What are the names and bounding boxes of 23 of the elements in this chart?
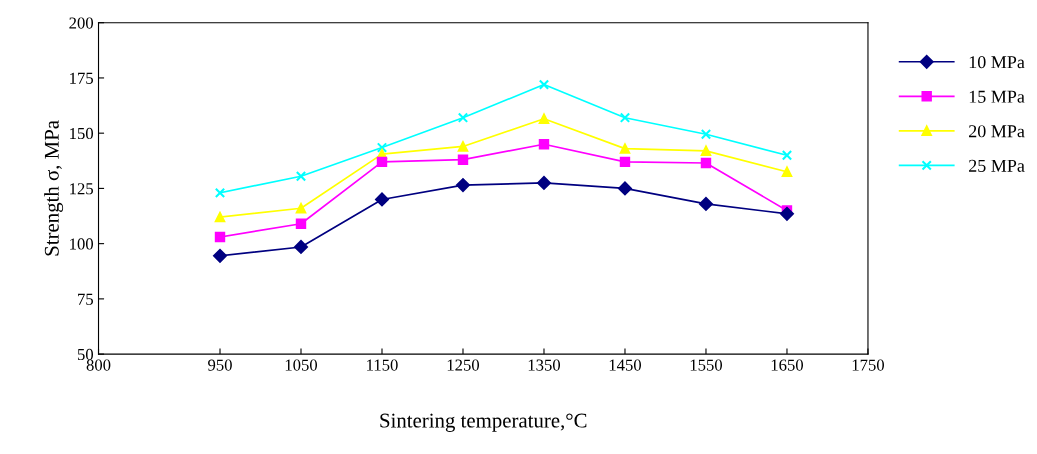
legend-label: 20 MPa: [969, 125, 1025, 138]
y-axis-title: Strength σ, MPa: [44, 120, 64, 256]
y-tick-label: 200: [69, 17, 94, 29]
legend-label: 10 MPa: [969, 56, 1025, 69]
y-tick-label: 150: [70, 127, 94, 140]
y-tick-label: 125: [70, 183, 93, 195]
y-tick-label: 175: [70, 72, 93, 84]
x-tick-label: 950: [208, 359, 232, 371]
x-tick-label: 1350: [528, 359, 561, 371]
x-tick-label: 1450: [609, 359, 642, 371]
x-tick-label: 1750: [852, 359, 884, 371]
x-tick-label: 800: [86, 359, 111, 371]
legend-label: 15 MPa: [969, 90, 1025, 103]
x-tick-label: 1050: [285, 359, 318, 371]
y-tick-label: 100: [70, 238, 94, 250]
y-tick-label: 50: [77, 348, 94, 361]
x-tick-label: 1250: [447, 359, 480, 371]
x-tick-label: 1150: [367, 359, 398, 371]
x-tick-label: 1650: [771, 359, 804, 371]
x-axis-title: Sintering temperature,°C: [380, 413, 587, 432]
y-tick-label: 75: [78, 293, 93, 305]
x-tick-label: 1550: [690, 359, 723, 371]
legend-label: 25 MPa: [969, 159, 1025, 172]
